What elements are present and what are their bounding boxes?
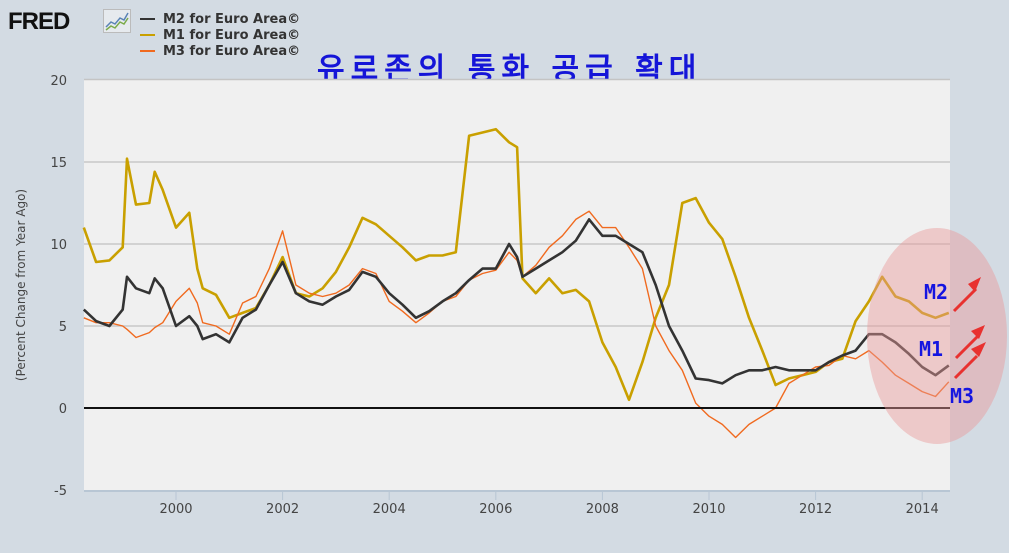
arrow-m1-head [971,325,985,339]
legend-label-m1: M1 for Euro Area© [163,27,301,43]
y-tick-label: 15 [50,156,67,171]
y-tick-label: 0 [59,402,67,417]
legend-swatch-m3 [140,50,155,52]
legend-swatch-m1 [140,34,155,36]
arrow-m2 [952,287,978,313]
arrow-m3-head [971,342,986,357]
trend-arrows [952,277,986,380]
annotation-m2: M2 [924,280,949,304]
x-tick-label: 2008 [586,502,619,517]
line-chart-icon [103,9,131,33]
legend-swatch-m2 [140,18,155,20]
legend-item-m2[interactable]: M2 for Euro Area© [140,11,300,27]
legend-item-m3[interactable]: M3 for Euro Area© [140,43,300,59]
x-tick-label: 2000 [159,502,192,517]
legend-label-m3: M3 for Euro Area© [163,43,301,59]
x-tick-label: 2012 [799,502,832,517]
arrow-m1 [954,334,980,360]
arrow-m3 [953,354,979,380]
highlight-ellipse [867,228,1007,444]
annotation-m1: M1 [919,337,944,361]
logo-chart-glyph [105,12,129,31]
series-lines [82,127,950,439]
legend-item-m1[interactable]: M1 for Euro Area© [140,27,300,43]
y-tick-label: 20 [50,74,67,89]
series-line-m1 [82,127,950,402]
bottom-strip [0,553,1009,555]
y-tick-label: 5 [59,320,67,335]
y-tick-label: -5 [54,484,67,499]
y-tick-label: 10 [50,238,67,253]
x-tick-label: 2006 [479,502,512,517]
y-tick-labels: -5 0 5 10 15 20 [50,74,67,499]
x-tick-label: 2004 [373,502,406,517]
series-line-m3 [83,210,950,439]
fred-logo: FRED [8,8,70,35]
x-tick-label: 2010 [692,502,725,517]
x-tick-marks: 2000 2002 2004 2006 2008 2010 2012 2014 [159,491,939,517]
arrow-m2-head [968,277,981,292]
plot-area [84,79,950,491]
series-line-m2 [82,218,950,385]
annotation-m3: M3 [950,384,975,408]
x-tick-label: 2014 [906,502,939,517]
x-tick-label: 2002 [266,502,299,517]
legend-label-m2: M2 for Euro Area© [163,11,301,27]
